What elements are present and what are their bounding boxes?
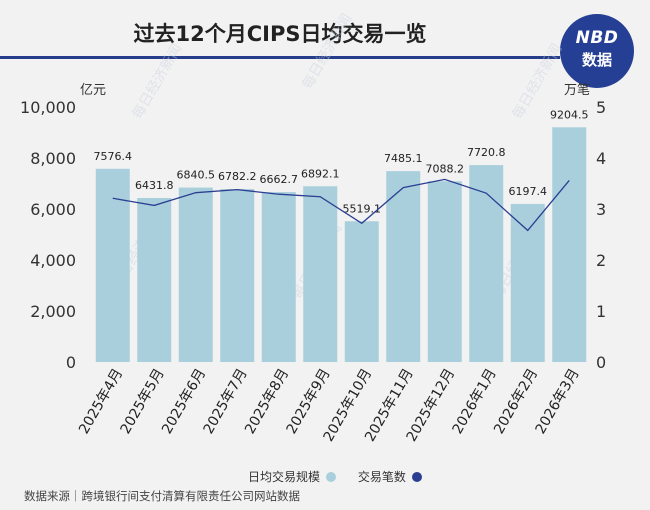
left-axis-tick: 6,000	[30, 200, 76, 219]
logo-text-nbd: NBD	[575, 28, 619, 48]
bar	[427, 181, 462, 362]
right-axis-unit: 万笔	[564, 82, 590, 98]
bar	[178, 187, 213, 362]
bar-data-label: 6782.2	[218, 170, 257, 183]
legend: 日均交易规模 交易笔数	[248, 468, 440, 485]
bar	[303, 186, 338, 362]
bar	[469, 165, 504, 362]
right-axis-tick: 0	[596, 353, 606, 372]
bar	[552, 127, 587, 362]
bar-data-label: 6840.5	[177, 169, 216, 182]
legend-swatch-bar	[326, 471, 337, 482]
right-axis-tick: 4	[596, 149, 606, 168]
bar	[137, 197, 172, 362]
bar	[344, 221, 379, 362]
bar-data-label: 6892.1	[301, 167, 340, 180]
watermark-text: 每日经济新闻	[300, 11, 356, 92]
bar-data-label: 7485.1	[384, 152, 423, 165]
bar-data-label: 9204.5	[550, 108, 589, 121]
right-axis-tick: 3	[596, 200, 606, 219]
right-axis-tick: 2	[596, 251, 606, 270]
bar-data-label: 7576.4	[94, 150, 133, 163]
title-underline	[0, 56, 560, 59]
left-axis-tick: 4,000	[30, 251, 76, 270]
right-axis-tick: 1	[596, 302, 606, 321]
bar-data-label: 7720.8	[467, 146, 506, 159]
legend-item-bar: 日均交易规模	[248, 468, 337, 485]
legend-item-line: 交易笔数	[358, 468, 422, 485]
x-axis-tick: 2026年3月	[533, 366, 583, 437]
left-axis-tick: 0	[66, 353, 76, 372]
right-axis-tick: 5	[596, 98, 606, 117]
left-axis-tick: 8,000	[30, 149, 76, 168]
chart-title: 过去12个月CIPS日均交易一览	[133, 22, 427, 46]
nbd-logo: NBD 数据	[560, 14, 634, 88]
bar-data-label: 6431.8	[135, 179, 174, 192]
bar-data-label: 6197.4	[509, 185, 548, 198]
logo-text-data: 数据	[581, 51, 612, 69]
bar	[220, 189, 255, 362]
bar	[386, 171, 421, 362]
bar	[95, 168, 130, 362]
bar-data-label: 5519.1	[343, 202, 382, 215]
left-axis-tick: 2,000	[30, 302, 76, 321]
bar-data-label: 6662.7	[260, 173, 299, 186]
left-axis-tick: 10,000	[20, 98, 76, 117]
legend-label-line: 交易笔数	[357, 470, 406, 484]
bar	[261, 192, 296, 362]
left-axis-unit: 亿元	[80, 83, 106, 98]
legend-label-bar: 日均交易规模	[248, 470, 321, 484]
bar	[510, 203, 545, 362]
legend-swatch-line	[411, 471, 422, 482]
source-note: 数据来源｜跨境银行间支付清算有限责任公司网站数据	[24, 489, 300, 503]
transactions-line	[112, 178, 570, 232]
watermark-text: 每日经济新闻	[130, 41, 186, 122]
bar-data-label: 7088.2	[426, 162, 465, 175]
